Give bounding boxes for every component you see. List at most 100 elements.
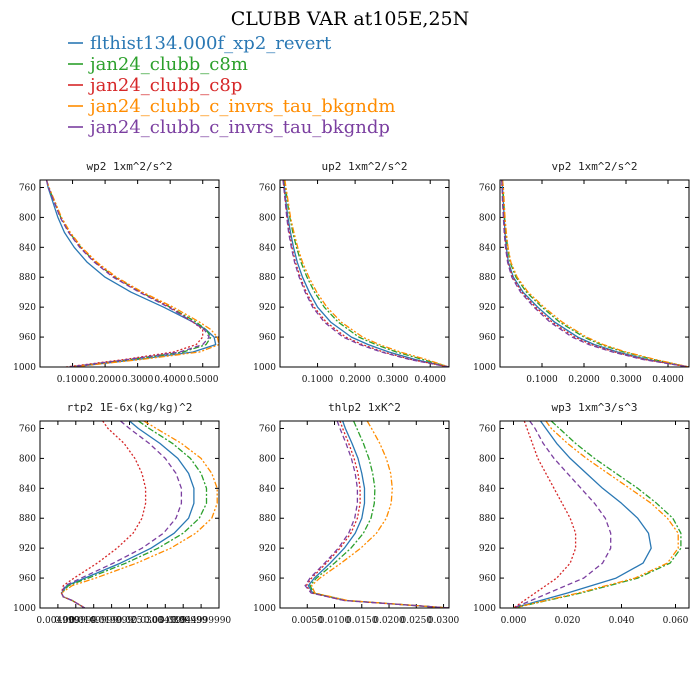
y-tick-label: 1000 [13,604,36,614]
series-line [304,421,449,608]
panel-title: wp3 1xm^3/s^3 [551,401,637,414]
series-line [45,180,217,367]
y-tick-label: 760 [479,424,496,434]
x-tick-label: 0.0300 [132,616,164,626]
plot-frame [499,420,690,609]
series-group [45,180,219,367]
x-tick-label: 0.020 [555,616,581,626]
series-line [282,180,449,367]
y-tick-label: 1000 [473,363,496,373]
x-tick-label: 0.000 [501,616,527,626]
y-tick-label: 760 [259,183,276,193]
x-tick-label: 0.0200 [373,616,405,626]
legend-label: flthist134.000f_xp2_revert [90,33,332,54]
x-tick-label: 0.019999 [90,616,133,626]
x-tick-label: 0.2000 [339,375,371,385]
plot-frame [499,179,690,368]
series-line [45,180,204,367]
legend-item: jan24_clubb_c8p [68,75,242,96]
x-tick-label: 0.1000 [57,375,89,385]
figure-title: CLUBB VAR at105E,25N [231,8,470,30]
y-tick-label: 1000 [253,604,276,614]
y-tick-label: 800 [19,213,36,223]
x-tick-label: 0.1000 [302,375,334,385]
series-line [45,180,212,367]
x-tick-label: 0.0149999 [69,616,118,626]
y-tick-label: 840 [479,243,496,253]
series-line [501,180,689,367]
y-tick-label: 920 [259,303,276,313]
y-tick-label: 760 [479,183,496,193]
x-tick-label: 0.040 [609,616,635,626]
y-tick-label: 760 [19,183,36,193]
series-line [60,421,208,608]
x-tick-label: 0.0300 [428,616,460,626]
panel-2: up2 1xm^2/s^2 760 800 840 880 920 960 1000 0.100… [253,160,450,385]
plot-frame [39,179,220,368]
x-tick-label: 0.004999 [36,616,79,626]
series-line [501,180,689,367]
series-group [304,421,449,608]
y-tick-label: 800 [259,454,276,464]
series-line [284,180,449,367]
y-tick-label: 880 [479,273,496,283]
y-tick-label: 1000 [253,363,276,373]
series-line [309,421,449,608]
plot-frame [279,179,450,368]
y-tick-label: 960 [479,574,496,584]
series-line [513,421,679,608]
series-line [60,421,183,608]
series-group [513,421,682,608]
series-line [282,180,449,367]
y-tick-label: 800 [259,213,276,223]
y-tick-label: 1000 [473,604,496,614]
series-group [501,180,689,367]
series-line [513,421,577,608]
series-line [310,421,449,608]
legend-label: jan24_clubb_c_invrs_tau_bkgndm [88,96,395,117]
series-group [60,421,218,608]
y-tick-label: 840 [479,484,496,494]
y-tick-label: 840 [259,243,276,253]
panel-1: wp2 1xm^2/s^2 760 800 840 880 920 960 1000 0.100… [13,160,220,385]
panel-3: vp2 1xm^2/s^2 760 800 840 880 920 960 1000 0.100… [473,160,690,385]
series-group [282,180,449,367]
x-tick-label: 0.3000 [610,375,642,385]
y-tick-label: 840 [19,243,36,253]
y-tick-label: 840 [259,484,276,494]
y-tick-label: 960 [479,333,496,343]
x-tick-label: 0.2000 [89,375,121,385]
panel-4: rtp2 1E-6x(kg/kg)^2 760 800 840 880 920 960 100… [13,401,231,626]
x-tick-label: 0.034999 [144,616,187,626]
legend-label: jan24_clubb_c8m [88,54,248,75]
y-tick-label: 960 [19,574,36,584]
series-line [513,421,652,608]
x-tick-label: 0.5000 [187,375,219,385]
series-line [45,180,210,367]
legend-item: flthist134.000f_xp2_revert [68,33,332,54]
legend: flthist134.000f_xp2_revertjan24_clubb_c8… [68,33,395,138]
y-tick-label: 840 [19,484,36,494]
x-tick-label: 0.0050 [292,616,324,626]
series-line [501,180,689,367]
panel-title: rtp2 1E-6x(kg/kg)^2 [67,401,193,414]
plot-frame [39,420,220,609]
legend-label: jan24_clubb_c_invrs_tau_bkgndp [88,117,390,138]
x-tick-label: 0.0100 [319,616,351,626]
series-line [513,421,612,608]
panel-title: vp2 1xm^2/s^2 [551,160,637,173]
x-tick-label: 0.3000 [122,375,154,385]
x-tick-label: 0.2000 [568,375,600,385]
series-line [501,180,689,367]
x-tick-label: 0.3000 [377,375,409,385]
y-tick-label: 880 [19,514,36,524]
series-line [513,421,682,608]
y-tick-label: 880 [19,273,36,283]
panel-title: wp2 1xm^2/s^2 [86,160,172,173]
series-line [283,180,449,367]
x-tick-label: 0.4000 [414,375,446,385]
y-tick-label: 760 [19,424,36,434]
panels: wp2 1xm^2/s^2 760 800 840 880 920 960 1000 0.100… [13,160,690,626]
y-tick-label: 800 [479,454,496,464]
